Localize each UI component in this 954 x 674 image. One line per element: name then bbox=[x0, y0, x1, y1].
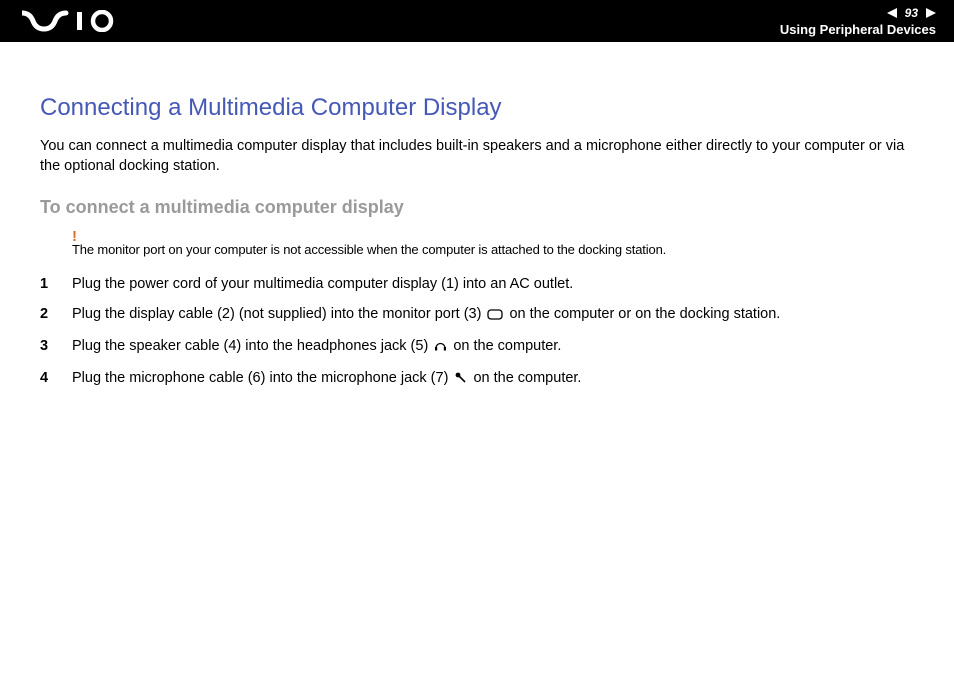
step-text: Plug the power cord of your multimedia c… bbox=[72, 274, 914, 294]
step-text: Plug the microphone cable (6) into the m… bbox=[72, 368, 914, 390]
intro-paragraph: You can connect a multimedia computer di… bbox=[40, 136, 914, 177]
subheading: To connect a multimedia computer display bbox=[40, 197, 914, 218]
monitor-port-icon bbox=[487, 306, 503, 326]
step-item: 4 Plug the microphone cable (6) into the… bbox=[40, 363, 914, 395]
step-number: 4 bbox=[40, 368, 54, 390]
step-text: Plug the display cable (2) (not supplied… bbox=[72, 304, 914, 326]
vaio-logo-svg bbox=[22, 10, 132, 32]
header-bar: 93 Using Peripheral Devices bbox=[0, 0, 954, 42]
header-right: 93 Using Peripheral Devices bbox=[780, 6, 936, 37]
nav-next-icon[interactable] bbox=[924, 8, 936, 18]
page-number: 93 bbox=[905, 6, 918, 20]
step-text: Plug the speaker cable (4) into the head… bbox=[72, 336, 914, 358]
note-block: ! The monitor port on your computer is n… bbox=[40, 232, 914, 257]
microphone-icon bbox=[454, 370, 467, 390]
note-text: The monitor port on your computer is not… bbox=[72, 232, 914, 257]
page-title: Connecting a Multimedia Computer Display bbox=[40, 94, 914, 122]
steps-list: 1 Plug the power cord of your multimedia… bbox=[40, 269, 914, 396]
headphones-icon bbox=[434, 338, 447, 358]
page-content: Connecting a Multimedia Computer Display… bbox=[0, 42, 954, 396]
page-nav: 93 bbox=[887, 6, 936, 20]
step-item: 1 Plug the power cord of your multimedia… bbox=[40, 269, 914, 299]
step-number: 1 bbox=[40, 274, 54, 294]
section-label: Using Peripheral Devices bbox=[780, 22, 936, 37]
step-item: 3 Plug the speaker cable (4) into the he… bbox=[40, 331, 914, 363]
vaio-logo bbox=[22, 10, 132, 32]
step-number: 3 bbox=[40, 336, 54, 358]
step-number: 2 bbox=[40, 304, 54, 326]
nav-prev-icon[interactable] bbox=[887, 8, 899, 18]
step-item: 2 Plug the display cable (2) (not suppli… bbox=[40, 299, 914, 331]
note-bang-icon: ! bbox=[72, 228, 77, 245]
